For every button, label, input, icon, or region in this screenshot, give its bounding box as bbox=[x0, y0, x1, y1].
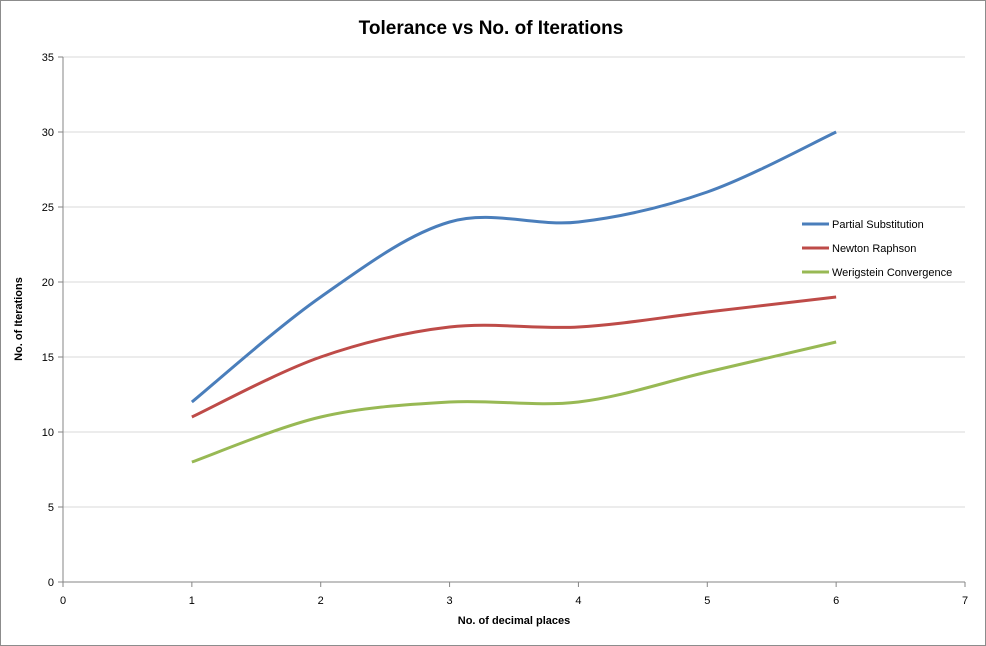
gridlines bbox=[63, 56, 965, 508]
x-axis-label: No. of decimal places bbox=[458, 615, 570, 627]
y-tick-label: 5 bbox=[48, 502, 54, 514]
y-tick-label: 10 bbox=[42, 427, 54, 439]
legend-label: Partial Substitution bbox=[832, 219, 924, 231]
y-tick-label: 25 bbox=[42, 202, 54, 214]
series-lines bbox=[190, 130, 837, 464]
x-tick-label: 2 bbox=[318, 595, 324, 607]
x-tick-label: 0 bbox=[60, 595, 66, 607]
y-tick-label: 30 bbox=[42, 127, 54, 139]
x-tick-label: 5 bbox=[704, 595, 710, 607]
y-tick-label: 35 bbox=[42, 52, 54, 64]
x-tick-label: 1 bbox=[189, 595, 195, 607]
y-axis-label: No. of Iterations bbox=[13, 277, 25, 361]
x-tick-label: 6 bbox=[833, 595, 839, 607]
y-tick-label: 20 bbox=[42, 277, 54, 289]
legend: Partial Substitution Newton Raphson Werigs… bbox=[802, 219, 952, 279]
series-line-1 bbox=[191, 295, 837, 419]
x-tick-label: 4 bbox=[575, 595, 581, 607]
legend-label: Werigstein Convergence bbox=[832, 267, 952, 279]
tick-labels: 0 5 10 15 20 25 30 35 0 1 2 3 4 5 6 7 bbox=[42, 52, 968, 607]
legend-label: Newton Raphson bbox=[832, 243, 916, 255]
x-tick-label: 3 bbox=[447, 595, 453, 607]
chart-title: Tolerance vs No. of Iterations bbox=[359, 18, 624, 39]
series-line-2 bbox=[191, 340, 837, 464]
series-line-0 bbox=[190, 130, 837, 404]
y-tick-label: 0 bbox=[48, 577, 54, 589]
x-tick-label: 7 bbox=[962, 595, 968, 607]
y-tick-label: 15 bbox=[42, 352, 54, 364]
axes bbox=[58, 56, 966, 587]
